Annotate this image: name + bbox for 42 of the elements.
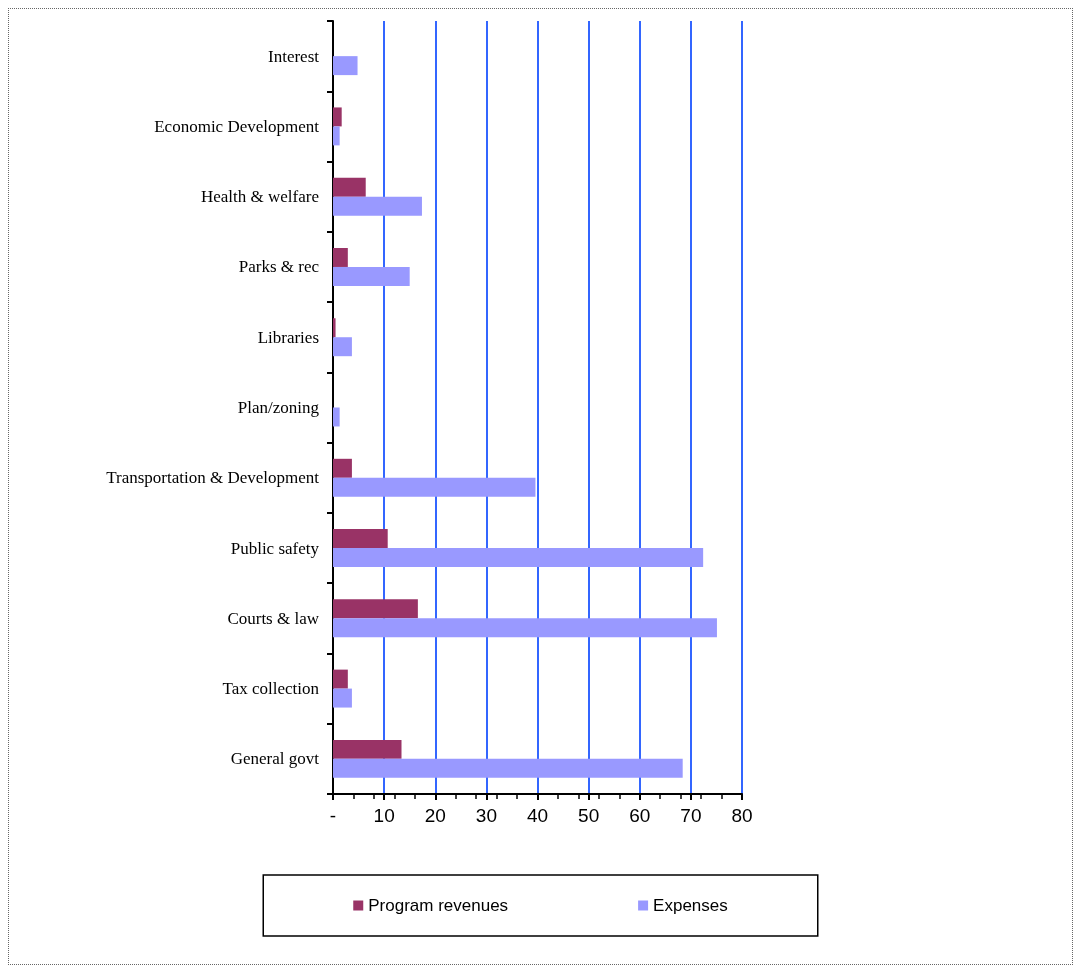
bar xyxy=(333,196,422,216)
bar xyxy=(333,107,342,127)
y-tick-label: Transportation & Development xyxy=(106,468,320,488)
bar xyxy=(333,477,536,497)
y-tick-label: Libraries xyxy=(257,327,319,347)
y-tick-label: Parks & rec xyxy=(238,257,320,277)
legend-label: Program revenues xyxy=(368,896,509,915)
y-tick-label: Plan/zoning xyxy=(237,398,320,417)
x-tick-label: 20 xyxy=(424,805,446,826)
x-tick-label: 70 xyxy=(680,805,702,826)
y-tick-label: General govt xyxy=(230,749,320,769)
legend-label: Expenses xyxy=(653,896,728,915)
bar xyxy=(333,739,402,759)
bar xyxy=(333,126,340,146)
x-tick-label: 80 xyxy=(731,805,753,826)
bar xyxy=(333,599,418,619)
x-tick-label: 50 xyxy=(578,805,600,826)
bar xyxy=(333,56,358,76)
bar xyxy=(333,407,340,427)
x-tick-label: - xyxy=(329,805,337,826)
bar xyxy=(333,177,366,197)
bar xyxy=(333,669,348,689)
y-tick-label: Economic Development xyxy=(154,116,320,136)
y-tick-label: Public safety xyxy=(230,538,320,558)
y-tick-label: Health & welfare xyxy=(201,187,319,207)
bar xyxy=(333,529,388,549)
x-tick-label: 10 xyxy=(373,805,395,826)
bar xyxy=(333,247,348,267)
bar xyxy=(333,618,717,638)
x-tick-label: 60 xyxy=(629,805,651,826)
bar xyxy=(333,688,352,708)
bar xyxy=(333,548,704,568)
bar xyxy=(333,266,410,286)
y-tick-label: Courts & law xyxy=(227,608,320,628)
x-tick-label: 30 xyxy=(475,805,497,826)
bar xyxy=(333,337,352,357)
y-tick-label: Tax collection xyxy=(222,679,320,699)
bar xyxy=(333,458,352,478)
bar xyxy=(333,318,336,338)
x-tick-label: 40 xyxy=(526,805,549,826)
y-tick-label: Interest xyxy=(268,46,320,66)
bar xyxy=(333,758,683,778)
